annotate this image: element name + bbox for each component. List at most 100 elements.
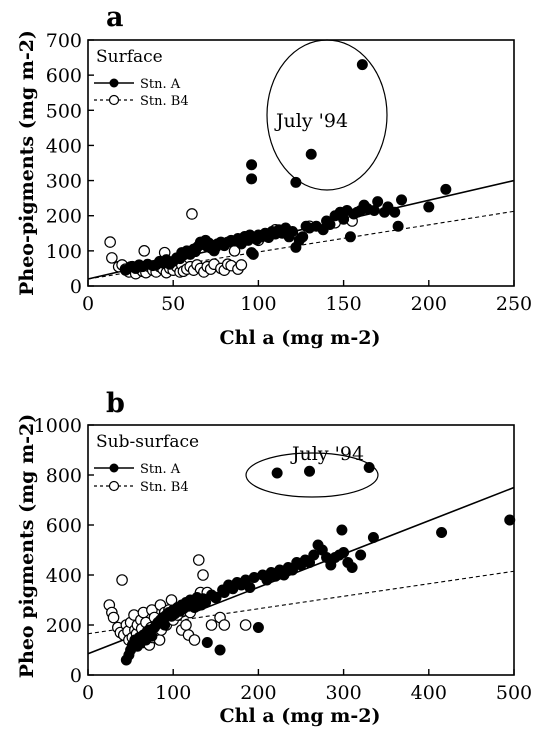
legend-marker-stn-b4-b xyxy=(108,480,120,492)
data-point-stn-a xyxy=(271,467,283,479)
july-ellipse-a xyxy=(266,39,388,191)
legend-label-stn-b4: Stn. B4 xyxy=(140,94,189,109)
y-tick-label: 200 xyxy=(46,206,82,228)
data-point-stn-a xyxy=(336,524,348,536)
data-point-stn-a xyxy=(308,549,320,561)
box-title-a: Surface xyxy=(96,47,163,67)
data-point-stn-a xyxy=(504,514,516,526)
data-point-stn-a xyxy=(372,196,384,208)
y-tick-label: 300 xyxy=(46,171,82,193)
data-point-stn-a xyxy=(305,148,317,160)
data-point-stn-b4 xyxy=(218,619,231,631)
data-point-stn-b4 xyxy=(106,252,118,264)
x-tick-label: 50 xyxy=(161,293,185,315)
legend-marker-stn-a-b xyxy=(109,463,119,473)
data-point-stn-a xyxy=(338,546,350,558)
data-point-stn-a xyxy=(436,526,448,538)
y-tick-label: 600 xyxy=(46,515,82,537)
data-point-stn-a xyxy=(210,591,222,603)
data-point-stn-a xyxy=(246,173,258,185)
data-point-stn-a xyxy=(396,194,408,206)
data-point-stn-a xyxy=(392,220,404,232)
x-tick-label: 500 xyxy=(496,682,532,704)
y-tick-label: 0 xyxy=(70,276,82,298)
y-axis-label-a: Pheo-pigments (mg m-2) xyxy=(16,30,38,296)
data-point-stn-b4 xyxy=(235,259,248,271)
panel-b: b Pheo pigments (mg m-2) Chl a (mg m-2) … xyxy=(16,388,532,727)
ticks-b: 0 100 200 300 400 500 0 200 400 600 800 1000 xyxy=(34,415,532,704)
x-tick-label: 200 xyxy=(240,682,276,704)
data-point-stn-a xyxy=(246,159,258,171)
y-tick-label: 500 xyxy=(46,100,82,122)
legend-label-stn-a-b: Stn. A xyxy=(140,462,181,477)
y-tick-label: 1000 xyxy=(34,415,82,437)
points-a xyxy=(104,59,452,280)
data-point-stn-b4 xyxy=(138,245,151,257)
y-tick-label: 0 xyxy=(70,665,82,687)
annotation-b: July '94 xyxy=(290,443,364,465)
legend-marker-stn-b4 xyxy=(108,94,120,106)
july-ellipse-b xyxy=(245,452,379,498)
panel-label-a: a xyxy=(106,2,124,33)
data-point-stn-a xyxy=(304,465,316,477)
data-point-stn-b4 xyxy=(107,611,120,624)
box-title-b: Sub-surface xyxy=(96,432,199,452)
points-b xyxy=(103,461,516,666)
y-tick-label: 400 xyxy=(46,565,82,587)
data-point-stn-b4 xyxy=(192,554,205,566)
data-point-stn-a xyxy=(440,183,452,195)
y-tick-label: 200 xyxy=(46,615,82,637)
data-point-stn-b4 xyxy=(186,208,198,220)
x-tick-label: 0 xyxy=(82,682,94,704)
y-axis-label-b: Pheo pigments (mg m-2) xyxy=(16,414,38,679)
data-point-stn-a xyxy=(356,59,368,71)
data-point-stn-a xyxy=(389,206,401,218)
data-point-stn-a xyxy=(201,636,213,648)
panel-a: a Pheo-pigments (mg m-2) Chl a (mg m-2) … xyxy=(16,2,532,349)
x-tick-label: 150 xyxy=(325,293,361,315)
data-point-stn-b4 xyxy=(205,619,218,631)
data-point-stn-b4 xyxy=(180,619,192,631)
legend-label-stn-b4-b: Stn. B4 xyxy=(140,480,189,495)
data-point-stn-a xyxy=(252,621,264,633)
y-tick-label: 400 xyxy=(46,135,82,157)
x-tick-label: 200 xyxy=(411,293,447,315)
plot-frame-b xyxy=(87,424,515,676)
legend-marker-stn-a xyxy=(109,78,119,88)
y-tick-label: 600 xyxy=(46,65,82,87)
plot-frame-a xyxy=(87,39,515,287)
data-point-stn-b4 xyxy=(116,574,128,586)
ticks-a: 0 50 100 150 200 250 0 100 200 300 400 500 600 700 xyxy=(46,30,532,315)
x-tick-label: 250 xyxy=(496,293,532,315)
data-point-stn-a xyxy=(355,549,367,561)
y-tick-label: 100 xyxy=(46,241,82,263)
x-tick-label: 400 xyxy=(411,682,447,704)
y-tick-label: 800 xyxy=(46,465,82,487)
legend-b: Stn. A Stn. B4 xyxy=(94,462,189,495)
data-point-stn-a xyxy=(346,561,358,573)
data-point-stn-b4 xyxy=(239,619,252,631)
legend-label-stn-a: Stn. A xyxy=(140,77,181,92)
data-point-stn-a xyxy=(324,219,336,231)
data-point-stn-a xyxy=(367,531,379,543)
panel-label-b: b xyxy=(106,388,125,419)
x-tick-label: 0 xyxy=(82,293,94,315)
x-tick-label: 100 xyxy=(155,682,191,704)
data-point-stn-a xyxy=(286,226,298,238)
data-point-stn-a xyxy=(247,248,259,260)
data-point-stn-b4 xyxy=(197,569,209,581)
data-point-stn-a xyxy=(297,231,309,243)
data-point-stn-b4 xyxy=(104,236,116,248)
x-axis-label-b: Chl a (mg m-2) xyxy=(220,705,381,727)
legend-a: Stn. A Stn. B4 xyxy=(94,77,189,109)
data-point-stn-a xyxy=(200,596,212,608)
data-point-stn-a xyxy=(244,581,256,593)
data-point-stn-a xyxy=(423,201,435,213)
data-point-stn-a xyxy=(344,231,356,243)
x-tick-label: 100 xyxy=(240,293,276,315)
annotation-a: July '94 xyxy=(274,110,348,132)
data-point-stn-a xyxy=(159,619,171,631)
data-point-stn-a xyxy=(214,644,226,656)
x-tick-label: 300 xyxy=(325,682,361,704)
